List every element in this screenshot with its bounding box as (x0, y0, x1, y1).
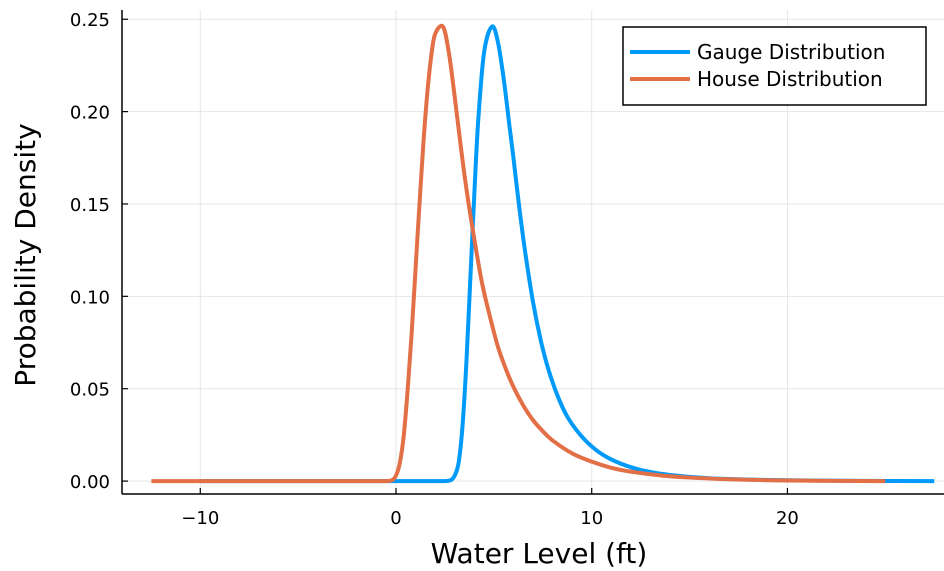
x-ticks: −10 0 10 20 (181, 488, 799, 529)
legend: Gauge Distribution House Distribution (622, 26, 927, 106)
axes (121, 10, 944, 495)
y-tick-label: 0.00 (70, 472, 110, 493)
y-tick-label: 0.25 (70, 10, 110, 31)
series-layer (151, 23, 935, 484)
series-house-line (151, 23, 886, 484)
x-tick-label: 20 (776, 508, 799, 529)
y-axis-title: Probability Density (9, 123, 42, 386)
grid-lines (122, 10, 944, 494)
legend-label-gauge: Gauge Distribution (697, 40, 885, 64)
y-tick-label: 0.05 (70, 380, 110, 401)
y-tick-label: 0.20 (70, 103, 110, 124)
x-tick-label: 0 (390, 508, 401, 529)
legend-label-house: House Distribution (697, 67, 883, 91)
y-tick-label: 0.15 (70, 195, 110, 216)
x-tick-label: 10 (580, 508, 603, 529)
y-tick-label: 0.10 (70, 287, 110, 308)
legend-box (622, 26, 927, 106)
y-ticks: 0.00 0.05 0.10 0.15 0.20 0.25 (70, 10, 128, 493)
x-tick-label: −10 (181, 508, 219, 529)
x-axis-title: Water Level (ft) (431, 537, 648, 570)
